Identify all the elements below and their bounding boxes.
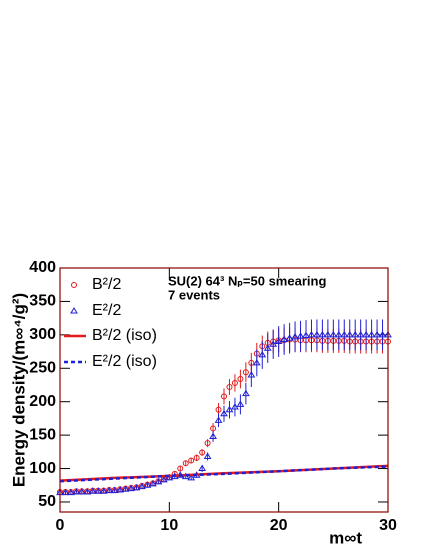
- point: [242, 369, 249, 376]
- point: [340, 330, 349, 338]
- point: [329, 330, 338, 338]
- point: [296, 332, 305, 339]
- point: [356, 330, 365, 338]
- point: [83, 487, 92, 495]
- y-tick-label: 100: [29, 460, 56, 477]
- annotation: 7 events: [168, 287, 220, 302]
- point: [199, 449, 206, 456]
- point: [378, 330, 387, 338]
- point: [225, 405, 234, 413]
- point: [143, 481, 152, 488]
- point: [231, 403, 239, 410]
- x-tick-label: 10: [160, 517, 178, 534]
- legend-label: E²/2 (iso): [92, 353, 157, 370]
- point: [159, 475, 168, 483]
- y-tick-label: 300: [29, 326, 56, 343]
- point: [334, 330, 343, 338]
- point: [188, 457, 195, 464]
- y-tick-label: 350: [29, 293, 56, 310]
- point: [226, 383, 233, 390]
- point: [149, 479, 157, 487]
- legend-label: B²/2 (iso): [92, 327, 157, 344]
- point: [236, 400, 245, 407]
- point: [182, 460, 189, 467]
- point: [215, 406, 222, 413]
- x-tick-label: 20: [270, 517, 288, 534]
- point: [165, 473, 174, 481]
- point: [285, 334, 294, 341]
- point: [373, 330, 381, 338]
- point: [302, 331, 310, 339]
- x-tick-label: 0: [56, 517, 65, 534]
- y-tick-label: 200: [29, 393, 56, 410]
- point: [231, 379, 238, 386]
- point: [313, 330, 321, 338]
- point: [132, 483, 141, 491]
- point: [110, 486, 119, 494]
- point: [99, 487, 108, 494]
- point: [367, 330, 376, 338]
- point: [138, 482, 146, 490]
- legend-marker: [71, 282, 77, 288]
- point: [154, 477, 163, 485]
- point: [88, 487, 97, 494]
- point: [323, 330, 332, 338]
- series-line: [59, 465, 389, 483]
- point: [362, 330, 371, 338]
- point: [307, 330, 316, 338]
- point: [237, 375, 244, 382]
- point: [220, 409, 228, 417]
- point: [318, 330, 327, 338]
- point: [214, 416, 223, 423]
- point: [209, 432, 217, 439]
- y-tick-label: 50: [38, 493, 56, 510]
- point: [67, 488, 75, 496]
- point: [263, 344, 272, 351]
- y-tick-label: 150: [29, 426, 56, 443]
- point: [187, 473, 196, 481]
- point: [351, 330, 360, 338]
- point: [247, 370, 256, 378]
- x-tick-label: 30: [379, 517, 397, 534]
- point: [345, 330, 354, 338]
- point: [252, 358, 261, 366]
- point: [204, 440, 211, 447]
- y-tick-label: 250: [29, 359, 56, 376]
- point: [280, 335, 289, 343]
- point: [221, 393, 227, 400]
- legend-label: E²/2: [92, 302, 121, 319]
- legend-label: B²/2: [92, 276, 121, 293]
- point: [198, 464, 207, 472]
- point: [203, 452, 212, 460]
- point: [77, 487, 86, 495]
- legend-marker: [70, 307, 78, 314]
- point: [72, 487, 81, 495]
- point: [291, 332, 299, 340]
- point: [193, 454, 200, 461]
- y-tick-label: 400: [29, 259, 56, 276]
- point: [105, 486, 114, 494]
- point: [177, 465, 184, 472]
- point: [61, 488, 70, 496]
- point: [241, 389, 250, 397]
- plot-frame: [59, 267, 389, 513]
- point: [127, 484, 135, 492]
- point: [116, 485, 125, 493]
- x-axis-label: m∞t: [329, 528, 362, 547]
- annotation: SU(2) 64³ Nₚ=50 smearing: [168, 273, 326, 288]
- point: [269, 340, 278, 347]
- point: [210, 425, 217, 432]
- point: [274, 337, 283, 345]
- y-axis-label: Energy density/(m∞⁴/g²): [9, 293, 28, 487]
- point: [258, 350, 267, 358]
- point: [121, 485, 130, 492]
- point: [94, 487, 103, 494]
